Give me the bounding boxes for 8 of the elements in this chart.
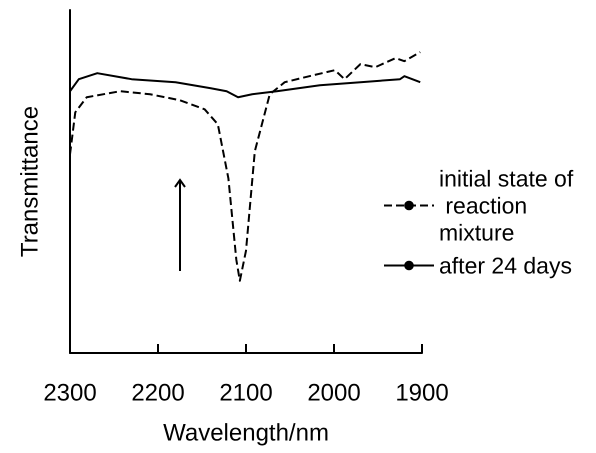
legend-label: after 24 days bbox=[439, 252, 572, 278]
y-axis-title: Transmittance bbox=[16, 106, 44, 258]
x-tick-label: 2200 bbox=[131, 380, 185, 406]
x-tick-label: 2300 bbox=[43, 380, 97, 406]
x-tick-label: 2100 bbox=[219, 380, 273, 406]
x-axis-title: Wavelength/nm bbox=[163, 420, 329, 446]
x-tick-label: 1900 bbox=[395, 380, 449, 406]
x-tick-label: 2000 bbox=[307, 380, 361, 406]
